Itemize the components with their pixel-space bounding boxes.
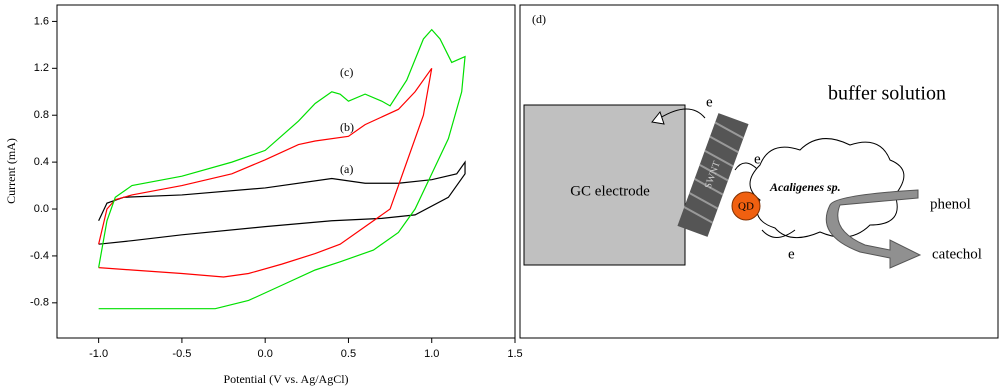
electron-label: e xyxy=(706,94,713,110)
nanotube-hatch xyxy=(683,121,744,224)
arrow-head xyxy=(651,110,665,125)
y-tick-label: -0.4 xyxy=(30,250,49,262)
nanotube: SWNT xyxy=(677,113,749,237)
diagram-frame xyxy=(519,4,999,339)
electron-label: e xyxy=(788,246,795,262)
curve-label: (c) xyxy=(340,65,353,79)
y-tick-label: 0.0 xyxy=(34,203,49,215)
curve-label: (b) xyxy=(340,120,354,134)
product-label: catechol xyxy=(932,246,982,262)
bacterium-label: Acaligenes sp. xyxy=(769,180,841,194)
conversion-arrow xyxy=(825,189,922,269)
dot-label: QD xyxy=(738,201,754,213)
y-tick-label: 1.6 xyxy=(34,15,49,27)
y-tick-label: 0.4 xyxy=(34,156,49,168)
medium-label: buffer solution xyxy=(828,83,946,105)
electron-arrow xyxy=(761,229,796,238)
y-tick-label: -0.8 xyxy=(30,297,49,309)
bacterium-cloud xyxy=(749,138,905,239)
plot-frame xyxy=(56,4,516,339)
quantum-dot xyxy=(731,191,761,221)
x-tick-label: -1.0 xyxy=(89,348,108,360)
x-tick-label: -0.5 xyxy=(172,348,191,360)
y-axis-label: Current (mA) xyxy=(4,138,18,204)
electron-arrow xyxy=(659,108,706,119)
diagram: (d) buffer solution GC electrode SWNT e … xyxy=(519,4,999,339)
x-tick-label: 1.0 xyxy=(424,348,439,360)
y-tick-label: 1.2 xyxy=(34,62,49,74)
x-tick-label: 0.0 xyxy=(258,348,273,360)
electrode-label: GC electrode xyxy=(570,183,650,199)
cv-curve xyxy=(98,160,466,245)
electron-label: e xyxy=(754,151,761,167)
x-tick-label: 1.5 xyxy=(507,348,522,360)
nanotube-body xyxy=(677,113,749,237)
curve-label: (a) xyxy=(340,162,353,176)
cv-curve xyxy=(98,67,433,278)
x-tick-label: 0.5 xyxy=(341,348,356,360)
x-axis-label: Potential (V vs. Ag/AgCl) xyxy=(223,372,348,386)
cv-curve xyxy=(98,28,466,310)
substrate-label: phenol xyxy=(930,196,971,212)
electrode xyxy=(523,104,686,266)
panel-label: (d) xyxy=(532,12,546,26)
y-tick-label: 0.8 xyxy=(34,109,49,121)
